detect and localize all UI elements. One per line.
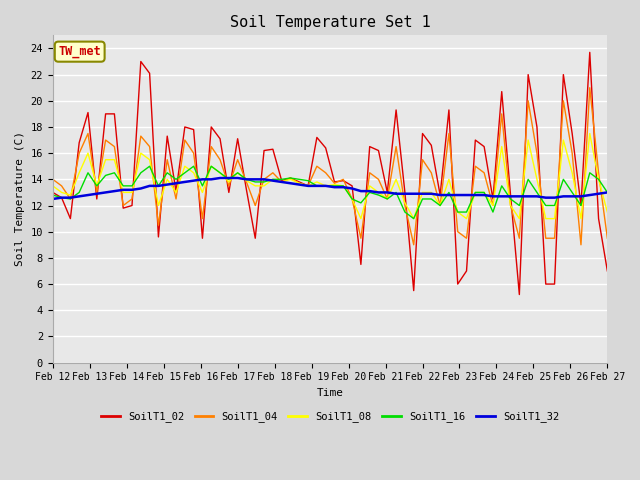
SoilT1_04	[410, 242, 417, 248]
SoilT1_08	[322, 183, 330, 189]
SoilT1_02	[515, 292, 523, 298]
SoilT1_04	[604, 235, 611, 241]
Line: SoilT1_08: SoilT1_08	[52, 133, 607, 218]
SoilT1_16	[120, 183, 127, 189]
SoilT1_04	[49, 177, 56, 182]
SoilT1_04	[357, 235, 365, 241]
SoilT1_04	[322, 170, 330, 176]
SoilT1_08	[419, 190, 426, 195]
SoilT1_16	[428, 196, 435, 202]
SoilT1_16	[331, 183, 339, 189]
SoilT1_16	[604, 190, 611, 195]
SoilT1_32	[49, 196, 56, 202]
SoilT1_16	[419, 196, 426, 202]
SoilT1_04	[120, 203, 127, 208]
SoilT1_02	[278, 178, 285, 183]
SoilT1_08	[357, 216, 365, 221]
Line: SoilT1_02: SoilT1_02	[52, 52, 607, 295]
SoilT1_04	[278, 179, 285, 185]
SoilT1_32	[410, 191, 417, 197]
SoilT1_08	[410, 216, 417, 221]
SoilT1_02	[604, 268, 611, 274]
SoilT1_32	[331, 184, 339, 190]
SoilT1_32	[419, 191, 426, 197]
SoilT1_08	[366, 183, 374, 189]
Legend: SoilT1_02, SoilT1_04, SoilT1_08, SoilT1_16, SoilT1_32: SoilT1_02, SoilT1_04, SoilT1_08, SoilT1_…	[97, 407, 563, 426]
SoilT1_16	[410, 216, 417, 221]
SoilT1_02	[357, 262, 365, 267]
SoilT1_04	[419, 157, 426, 163]
SoilT1_16	[49, 192, 56, 198]
Line: SoilT1_32: SoilT1_32	[52, 178, 607, 199]
SoilT1_32	[287, 180, 294, 186]
SoilT1_02	[49, 190, 56, 195]
SoilT1_02	[401, 190, 409, 195]
SoilT1_08	[586, 131, 594, 136]
SoilT1_04	[586, 85, 594, 91]
SoilT1_02	[410, 288, 417, 293]
Line: SoilT1_04: SoilT1_04	[52, 88, 607, 245]
SoilT1_16	[366, 190, 374, 195]
SoilT1_02	[120, 205, 127, 211]
X-axis label: Time: Time	[317, 388, 344, 398]
SoilT1_16	[287, 175, 294, 181]
SoilT1_02	[322, 145, 330, 151]
Line: SoilT1_16: SoilT1_16	[52, 166, 607, 218]
SoilT1_08	[49, 183, 56, 189]
Text: TW_met: TW_met	[58, 45, 101, 58]
SoilT1_02	[586, 49, 594, 55]
SoilT1_32	[366, 188, 374, 194]
SoilT1_08	[278, 179, 285, 185]
SoilT1_16	[146, 163, 154, 169]
SoilT1_08	[604, 209, 611, 215]
SoilT1_04	[401, 203, 409, 208]
SoilT1_08	[120, 190, 127, 195]
SoilT1_32	[604, 190, 611, 195]
SoilT1_32	[120, 187, 127, 192]
Title: Soil Temperature Set 1: Soil Temperature Set 1	[230, 15, 431, 30]
SoilT1_32	[216, 175, 224, 181]
Y-axis label: Soil Temperature (C): Soil Temperature (C)	[15, 132, 25, 266]
